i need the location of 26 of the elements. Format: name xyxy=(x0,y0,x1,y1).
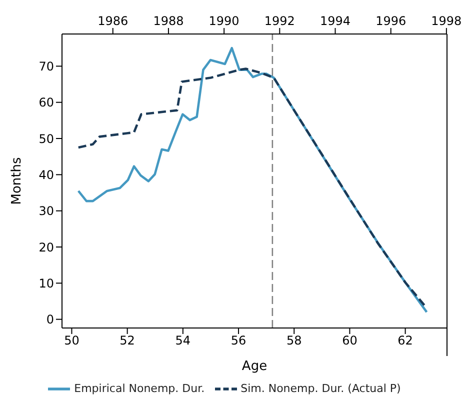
x-tick-label: 58 xyxy=(286,334,302,348)
y-tick-label: 60 xyxy=(38,96,54,110)
legend-label: Sim. Nonemp. Dur. (Actual P) xyxy=(240,382,401,396)
x-tick-label: 50 xyxy=(64,334,80,348)
y-axis-title: Months xyxy=(10,157,25,205)
x-tick-label: 60 xyxy=(342,334,358,348)
x-axis-title: Age xyxy=(242,359,268,374)
legend-label: Empirical Nonemp. Dur. xyxy=(74,382,205,396)
x-tick-label: 54 xyxy=(175,334,191,348)
y-tick-label: 0 xyxy=(46,312,54,327)
y-tick-label: 50 xyxy=(38,132,54,146)
x-tick-label: 62 xyxy=(398,334,413,348)
x2-tick-label: 1988 xyxy=(153,14,184,28)
x2-tick-label: 1998 xyxy=(431,14,462,28)
x2-tick-label: 1994 xyxy=(320,14,351,28)
y-tick-label: 10 xyxy=(38,276,54,290)
x-tick-label: 56 xyxy=(230,334,246,348)
x2-tick-label: 1986 xyxy=(98,14,128,28)
y-tick-label: 30 xyxy=(38,204,54,218)
x2-tick-label: 1992 xyxy=(264,14,295,28)
y-tick-label: 70 xyxy=(38,59,54,74)
x-tick-label: 52 xyxy=(120,334,135,348)
x2-tick-label: 1990 xyxy=(208,14,240,28)
y-tick-label: 20 xyxy=(38,240,54,254)
x2-tick-label: 1996 xyxy=(376,14,406,28)
y-tick-label: 40 xyxy=(38,168,54,182)
